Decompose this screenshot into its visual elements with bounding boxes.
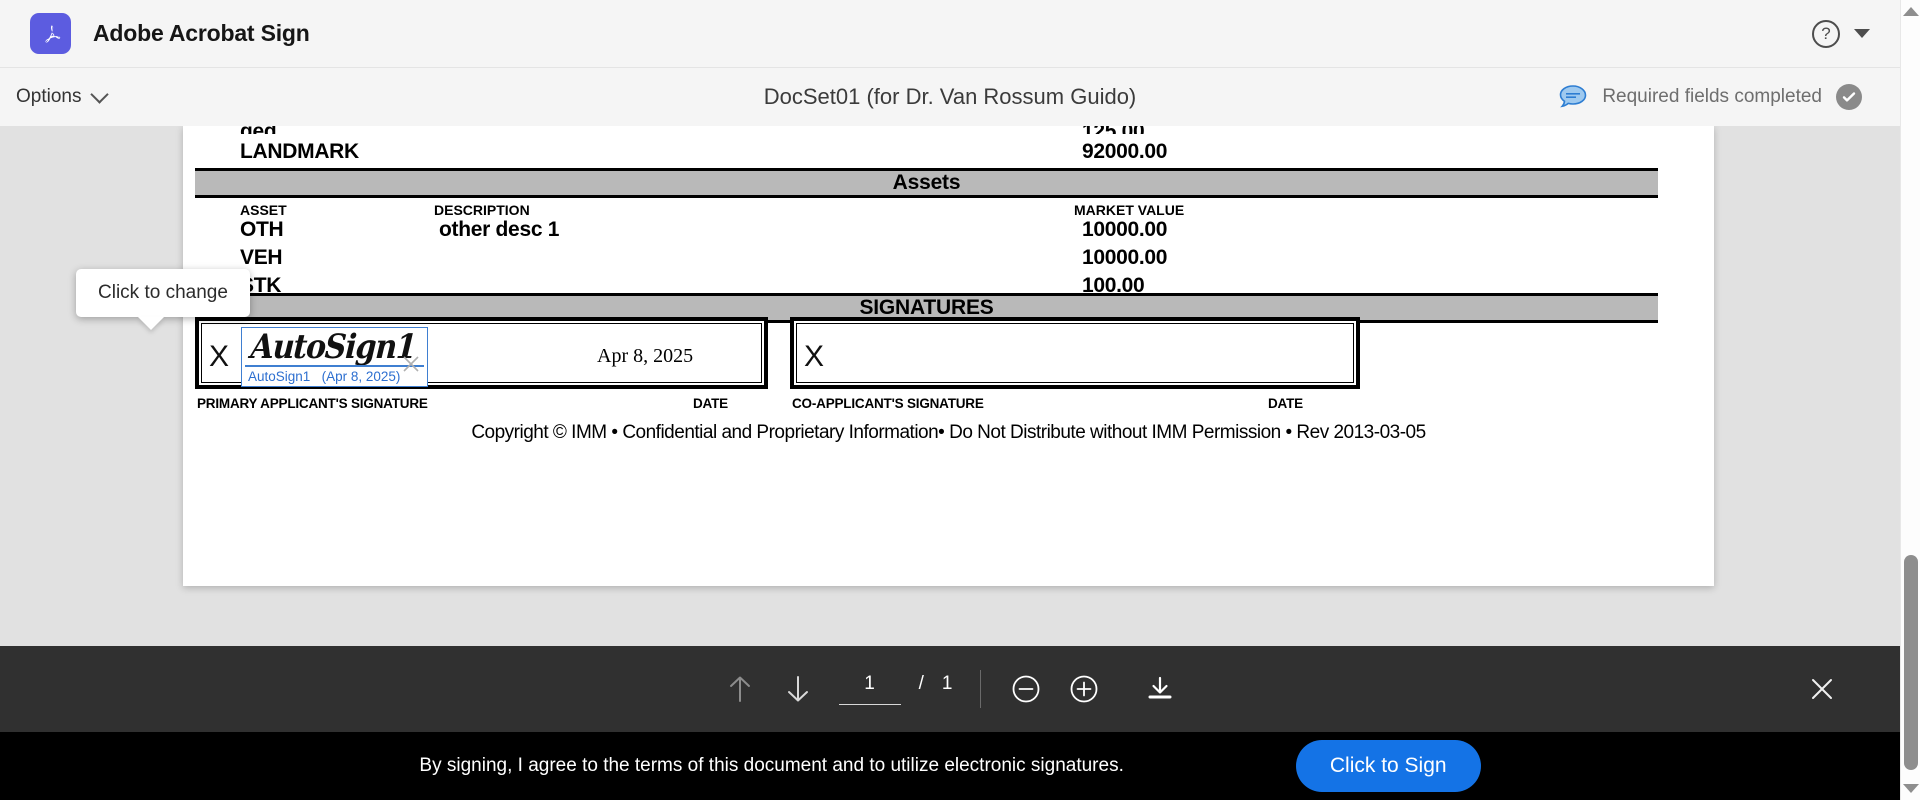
arrow-down-icon: [787, 676, 808, 702]
asset-row-value: 10000.00: [1082, 246, 1168, 269]
primary-date-caption: DATE: [693, 396, 728, 411]
row-value-landmark: 92000.00: [1082, 140, 1168, 163]
primary-signature-x-mark: X: [209, 340, 230, 373]
coapplicant-signature-box-inner: [796, 323, 1354, 383]
pdf-page: ged 125.00 LANDMARK 92000.00 Assets ASSE…: [183, 126, 1714, 586]
help-glyph: ?: [1821, 23, 1831, 43]
consent-text: By signing, I agree to the terms of this…: [419, 755, 1124, 776]
click-to-sign-button[interactable]: Click to Sign: [1295, 740, 1481, 792]
clipped-row-label: ged: [240, 126, 540, 134]
close-viewer-button[interactable]: [1802, 669, 1842, 709]
brand-area: Adobe Acrobat Sign: [0, 13, 310, 54]
options-button[interactable]: Options: [0, 84, 110, 108]
section-band-assets: Assets: [195, 168, 1658, 198]
asset-row-value: 10000.00: [1082, 218, 1168, 241]
comment-bubble-icon[interactable]: [1558, 84, 1588, 110]
app-header: Adobe Acrobat Sign ?: [0, 0, 1900, 68]
col-header-market-value: MARKET VALUE: [1074, 202, 1185, 218]
tooltip-text: Click to change: [98, 282, 228, 303]
copyright-line: Copyright © IMM • Confidential and Propr…: [471, 422, 1426, 443]
total-pages: 1: [941, 673, 953, 694]
arrow-up-icon: [729, 676, 750, 702]
asset-row-code: STK: [240, 274, 282, 297]
asset-row-value: 100.00: [1082, 274, 1145, 297]
signature-field[interactable]: AutoSign1 AutoSign1 (Apr 8, 2025): [241, 327, 428, 387]
help-question-icon[interactable]: ?: [1812, 19, 1840, 48]
signature-meta: AutoSign1 (Apr 8, 2025): [248, 369, 400, 384]
coapplicant-signature-caption: CO-APPLICANT'S SIGNATURE: [792, 396, 984, 411]
chevron-down-icon: [90, 84, 110, 104]
section-band-assets-label: Assets: [892, 171, 961, 194]
viewer-toolbar-controls: 1 / 1: [711, 660, 1190, 718]
app-title: Adobe Acrobat Sign: [93, 20, 310, 46]
scroll-up-arrow-icon[interactable]: [1902, 7, 1919, 16]
coapplicant-signature-x-mark: X: [804, 340, 825, 373]
scroll-down-arrow-icon[interactable]: [1902, 784, 1919, 793]
col-header-description: DESCRIPTION: [434, 202, 530, 218]
close-x-icon: [1812, 679, 1832, 699]
clear-x-icon[interactable]: [401, 354, 421, 378]
primary-signature-box[interactable]: X AutoSign1 AutoSign1 (Apr 8, 2025): [195, 317, 768, 389]
options-label: Options: [16, 86, 82, 107]
header-actions: ?: [1812, 19, 1900, 48]
signed-date: (Apr 8, 2025): [321, 369, 401, 384]
status-area: Required fields completed: [1558, 84, 1900, 110]
signer-name: AutoSign1: [248, 369, 311, 384]
page-indicator: 1 / 1: [838, 673, 953, 705]
prev-page-button[interactable]: [711, 660, 769, 718]
coapplicant-signature-box[interactable]: X: [790, 317, 1360, 389]
document-viewer[interactable]: ged 125.00 LANDMARK 92000.00 Assets ASSE…: [0, 126, 1900, 646]
zoom-in-button[interactable]: [1055, 660, 1113, 718]
next-page-button[interactable]: [769, 660, 827, 718]
page-separator: /: [918, 673, 924, 694]
zoom-out-button[interactable]: [997, 660, 1055, 718]
col-header-asset: ASSET: [240, 202, 287, 218]
scrollbar-thumb[interactable]: [1904, 555, 1918, 770]
asset-row-description: other desc 1: [439, 218, 560, 241]
consent-bar: By signing, I agree to the terms of this…: [0, 732, 1900, 800]
current-page-input[interactable]: 1: [838, 673, 901, 705]
minus-circle-icon: [1013, 675, 1040, 703]
vertical-scrollbar[interactable]: [1900, 0, 1920, 800]
toolbar-divider: [980, 670, 982, 708]
status-badge: Required fields completed: [1602, 86, 1822, 107]
coapplicant-date-caption: DATE: [1268, 396, 1303, 411]
signature-script-text: AutoSign1: [249, 328, 417, 368]
caret-down-icon[interactable]: [1854, 29, 1870, 38]
check-circle-icon: [1836, 84, 1862, 110]
clipped-row-value: 125.00: [1082, 126, 1382, 134]
options-bar: Options DocSet01 (for Dr. Van Rossum Gui…: [0, 68, 1900, 126]
signature-rule: [245, 365, 424, 367]
asset-row-code: OTH: [240, 218, 284, 241]
viewer-toolbar: 1 / 1: [0, 646, 1900, 732]
primary-signature-caption: PRIMARY APPLICANT'S SIGNATURE: [197, 396, 428, 411]
download-icon: [1148, 676, 1172, 699]
tooltip-click-to-change: Click to change: [76, 269, 250, 317]
download-button[interactable]: [1131, 660, 1189, 718]
asset-row-code: VEH: [240, 246, 283, 269]
plus-circle-icon: [1071, 675, 1098, 703]
primary-date-value: Apr 8, 2025: [597, 345, 694, 367]
row-label-landmark: LANDMARK: [240, 140, 359, 163]
section-band-signatures-label: SIGNATURES: [859, 296, 994, 319]
adobe-acrobat-icon: [30, 13, 71, 54]
